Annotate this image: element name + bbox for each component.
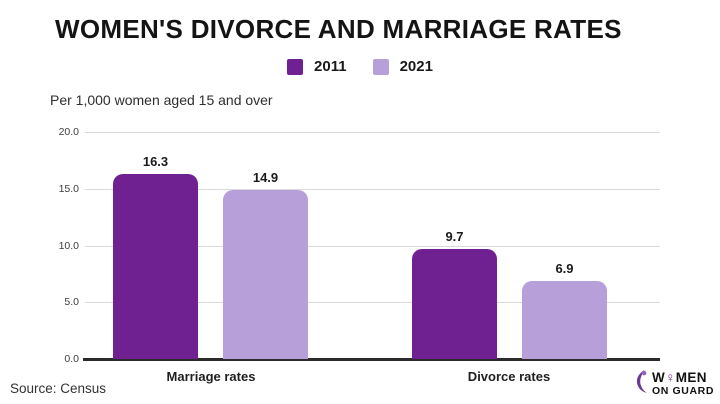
female-symbol-icon: ♀	[665, 370, 676, 385]
chart-title: WOMEN'S DIVORCE AND MARRIAGE RATES	[55, 14, 622, 44]
legend-swatch-2011	[287, 58, 304, 75]
legend: 2011 2021	[0, 58, 720, 75]
gridline-15	[85, 188, 660, 190]
source-note: Source: Census	[10, 381, 107, 396]
gridline-20	[85, 132, 660, 133]
y-tick-20: 20.0	[58, 126, 79, 138]
gridline-5	[85, 302, 660, 304]
legend-label-2011: 2011	[314, 58, 347, 75]
y-tick-10: 10.0	[58, 239, 79, 252]
bar-value-divorce-2021: 6.9	[555, 260, 574, 276]
bar-marriage-2021: 14.9	[223, 170, 308, 359]
women-on-guard-logo: W♀MEN ON GUARD	[634, 368, 714, 399]
y-tick-15: 15.0	[58, 182, 79, 195]
bar-value-marriage-2011: 16.3	[142, 154, 169, 169]
category-label-marriage: Marriage rates	[166, 369, 256, 384]
legend-item-2021: 2021	[372, 58, 433, 75]
woman-crescent-icon	[634, 368, 649, 399]
axis-units-label: Per 1,000 women aged 15 and over	[50, 92, 273, 108]
bar-divorce-2021: 6.9	[522, 261, 607, 359]
legend-swatch-2021	[372, 58, 389, 75]
bar-divorce-2011: 9.7	[412, 229, 497, 359]
bar-marriage-2011: 16.3	[113, 154, 198, 359]
gridline-10	[85, 245, 660, 247]
y-tick-5: 5.0	[64, 296, 79, 309]
bar-value-divorce-2011: 9.7	[445, 228, 464, 244]
legend-label-2021: 2021	[399, 58, 433, 75]
logo-word-on-guard: ON GUARD	[652, 384, 714, 397]
logo-word-women: W♀MEN	[652, 370, 707, 385]
legend-item-2011: 2011	[287, 58, 347, 75]
bar-value-marriage-2021: 14.9	[252, 169, 279, 185]
category-label-divorce: Divorce rates	[467, 369, 551, 384]
logo-text: W♀MEN ON GUARD	[652, 371, 714, 396]
plot-area: 20.0 15.0 10.0 5.0 0.0 16.3 14.9 9.7 6.9…	[59, 126, 660, 384]
y-tick-0: 0.0	[64, 353, 79, 365]
x-axis-line	[83, 358, 660, 361]
